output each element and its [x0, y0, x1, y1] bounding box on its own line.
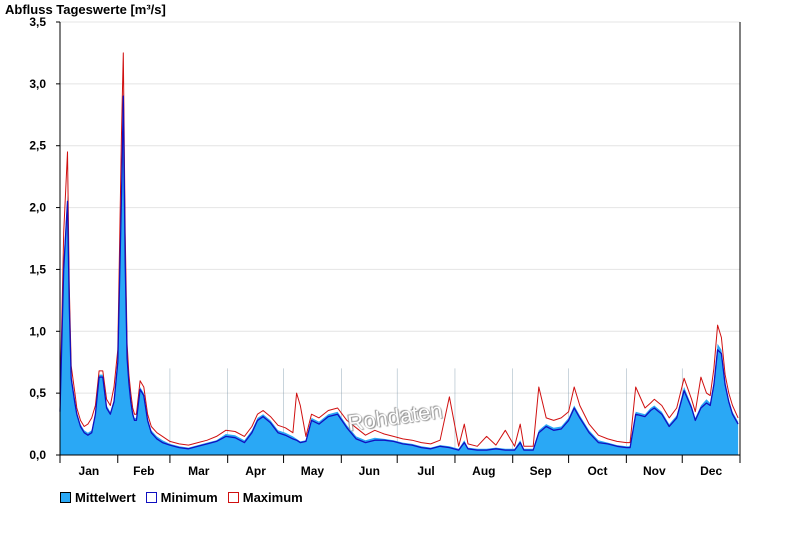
legend-item-maximum: Maximum: [227, 490, 303, 505]
y-tick-label: 2,5: [29, 139, 46, 153]
legend-item-mittelwert: Mittelwert: [60, 490, 136, 505]
y-tick-label: 3,0: [29, 77, 46, 91]
x-tick-label: Jul: [417, 464, 434, 478]
legend-item-minimum: Minimum: [145, 490, 218, 505]
y-tick-label: 0,0: [29, 448, 46, 462]
legend-label: Mittelwert: [75, 490, 136, 505]
legend-label: Minimum: [160, 490, 218, 505]
x-tick-label: Dec: [700, 464, 722, 478]
x-tick-label: Jun: [359, 464, 380, 478]
legend-label: Maximum: [242, 490, 303, 505]
x-tick-label: Sep: [530, 464, 552, 478]
y-tick-label: 1,5: [29, 262, 46, 276]
y-tick-label: 1,0: [29, 324, 46, 338]
series-minimum-line: [59, 95, 739, 451]
legend: Mittelwert Minimum Maximum: [60, 490, 303, 505]
chart-svg: 0,0 0,5 1,0 1,5 2,0 2,5 3,0 3,5 Jan Feb Mar Apr May J…: [29, 15, 741, 478]
legend-swatch: [145, 492, 157, 503]
x-tick-label: Apr: [245, 464, 266, 478]
legend-swatch: [227, 492, 239, 503]
x-tick-label: Jan: [79, 464, 100, 478]
x-tick-label: Aug: [472, 464, 495, 478]
legend-swatch: [60, 492, 71, 503]
x-tick-label: Oct: [587, 464, 607, 478]
x-tick-label: Mar: [188, 464, 210, 478]
y-tick-label: 3,5: [29, 15, 46, 29]
series-maximum-line: [59, 52, 739, 447]
series-mittelwert-area: [60, 90, 739, 455]
x-tick-label: May: [301, 464, 325, 478]
x-tick-label: Feb: [133, 464, 154, 478]
chart-title: Abfluss Tageswerte [m³/s]: [5, 2, 166, 17]
x-tick-label: Nov: [643, 464, 666, 478]
y-tick-label: 2,0: [29, 201, 46, 215]
y-tick-label: 0,5: [29, 386, 46, 400]
